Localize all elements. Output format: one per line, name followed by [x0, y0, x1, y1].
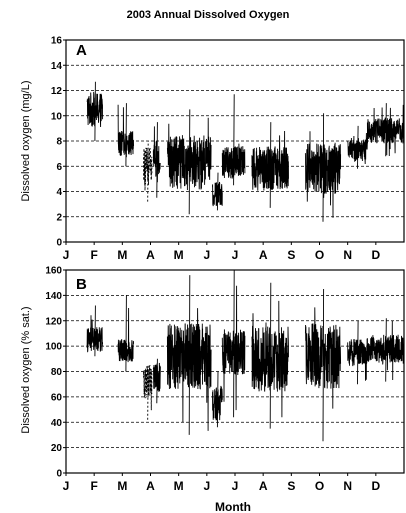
data-series-segment [221, 269, 246, 418]
plot-frame [65, 39, 405, 243]
x-tick-label: A [146, 479, 155, 493]
data-series-segment [304, 288, 342, 442]
x-axis-label: Month [215, 500, 251, 513]
x-tick-label: M [117, 248, 127, 262]
panel-b-y-axis-label: Dissolved oxygen (% sat.) [20, 306, 32, 433]
data-series-segment [143, 140, 153, 202]
x-tick-label: J [203, 479, 210, 493]
panel-a: A Dissolved oxygen (mg/L) 0 2 4 6 8 10 12 14 16 J… [20, 36, 405, 262]
panel-b: B Dissolved oxygen (% sat.) 0 20 40 60 80 100… [20, 266, 405, 493]
x-tick-label: J [203, 248, 210, 262]
data-series-segment [117, 103, 135, 167]
y-tick-label: 6 [56, 162, 62, 173]
y-tick-label: 2 [56, 212, 62, 223]
x-tick-label: N [343, 248, 352, 262]
y-tick-label: 140 [45, 291, 62, 302]
y-tick-label: 80 [51, 367, 63, 378]
y-tick-label: 0 [56, 238, 62, 249]
x-tick-label: A [259, 479, 268, 493]
x-tick-label: M [117, 479, 127, 493]
x-tick-label: M [174, 479, 184, 493]
x-tick-label: S [287, 479, 295, 493]
y-tick-label: 10 [51, 111, 63, 122]
data-series-segment [143, 363, 153, 420]
x-tick-label: J [232, 479, 239, 493]
panel-a-y-axis-label: Dissolved oxygen (mg/L) [20, 80, 32, 201]
y-tick-label: 0 [56, 469, 62, 480]
chart-title: 2003 Annual Dissolved Oxygen [127, 9, 290, 21]
x-tick-label: D [371, 479, 380, 493]
y-tick-label: 16 [51, 36, 63, 47]
y-tick-label: 60 [51, 392, 63, 403]
x-tick-label: N [343, 479, 352, 493]
data-series-segment [212, 172, 223, 211]
data-series-segment [166, 275, 212, 435]
y-tick-label: 100 [45, 342, 62, 353]
x-tick-label: D [371, 248, 380, 262]
x-tick-label: J [63, 248, 70, 262]
x-tick-label: J [232, 248, 239, 262]
data-series-segment [166, 109, 212, 215]
x-tick-label: O [315, 248, 324, 262]
y-tick-label: 8 [56, 137, 62, 148]
data-series-segment [221, 94, 246, 186]
data-series-segment [86, 305, 104, 357]
y-tick-label: 12 [51, 86, 63, 97]
x-tick-label: A [146, 248, 155, 262]
panel-b-label: B [76, 276, 87, 293]
y-tick-label: 160 [45, 266, 62, 277]
x-tick-label: F [90, 248, 97, 262]
x-tick-label: A [259, 248, 268, 262]
plot-frame [65, 269, 405, 474]
data-series-segment [152, 358, 161, 404]
y-tick-label: 4 [56, 187, 62, 198]
data-series-segment [366, 103, 405, 157]
panel-a-label: A [76, 42, 87, 59]
data-series-segment [304, 113, 342, 222]
y-tick-label: 14 [51, 61, 63, 72]
x-tick-label: M [174, 248, 184, 262]
y-tick-label: 20 [51, 443, 63, 454]
data-series-segment [251, 282, 289, 429]
x-tick-label: J [63, 479, 70, 493]
x-tick-label: S [287, 248, 295, 262]
data-series-segment [347, 125, 368, 169]
y-tick-label: 40 [51, 418, 63, 429]
data-series-segment [86, 81, 104, 142]
data-series-segment [251, 122, 289, 208]
data-series-segment [117, 295, 135, 372]
data-series-segment [347, 320, 368, 385]
data-series-segment [212, 371, 223, 428]
x-tick-label: F [90, 479, 97, 493]
data-series-segment [366, 318, 405, 382]
y-tick-label: 120 [45, 316, 62, 327]
x-tick-label: O [315, 479, 324, 493]
data-series-segment [152, 122, 161, 198]
